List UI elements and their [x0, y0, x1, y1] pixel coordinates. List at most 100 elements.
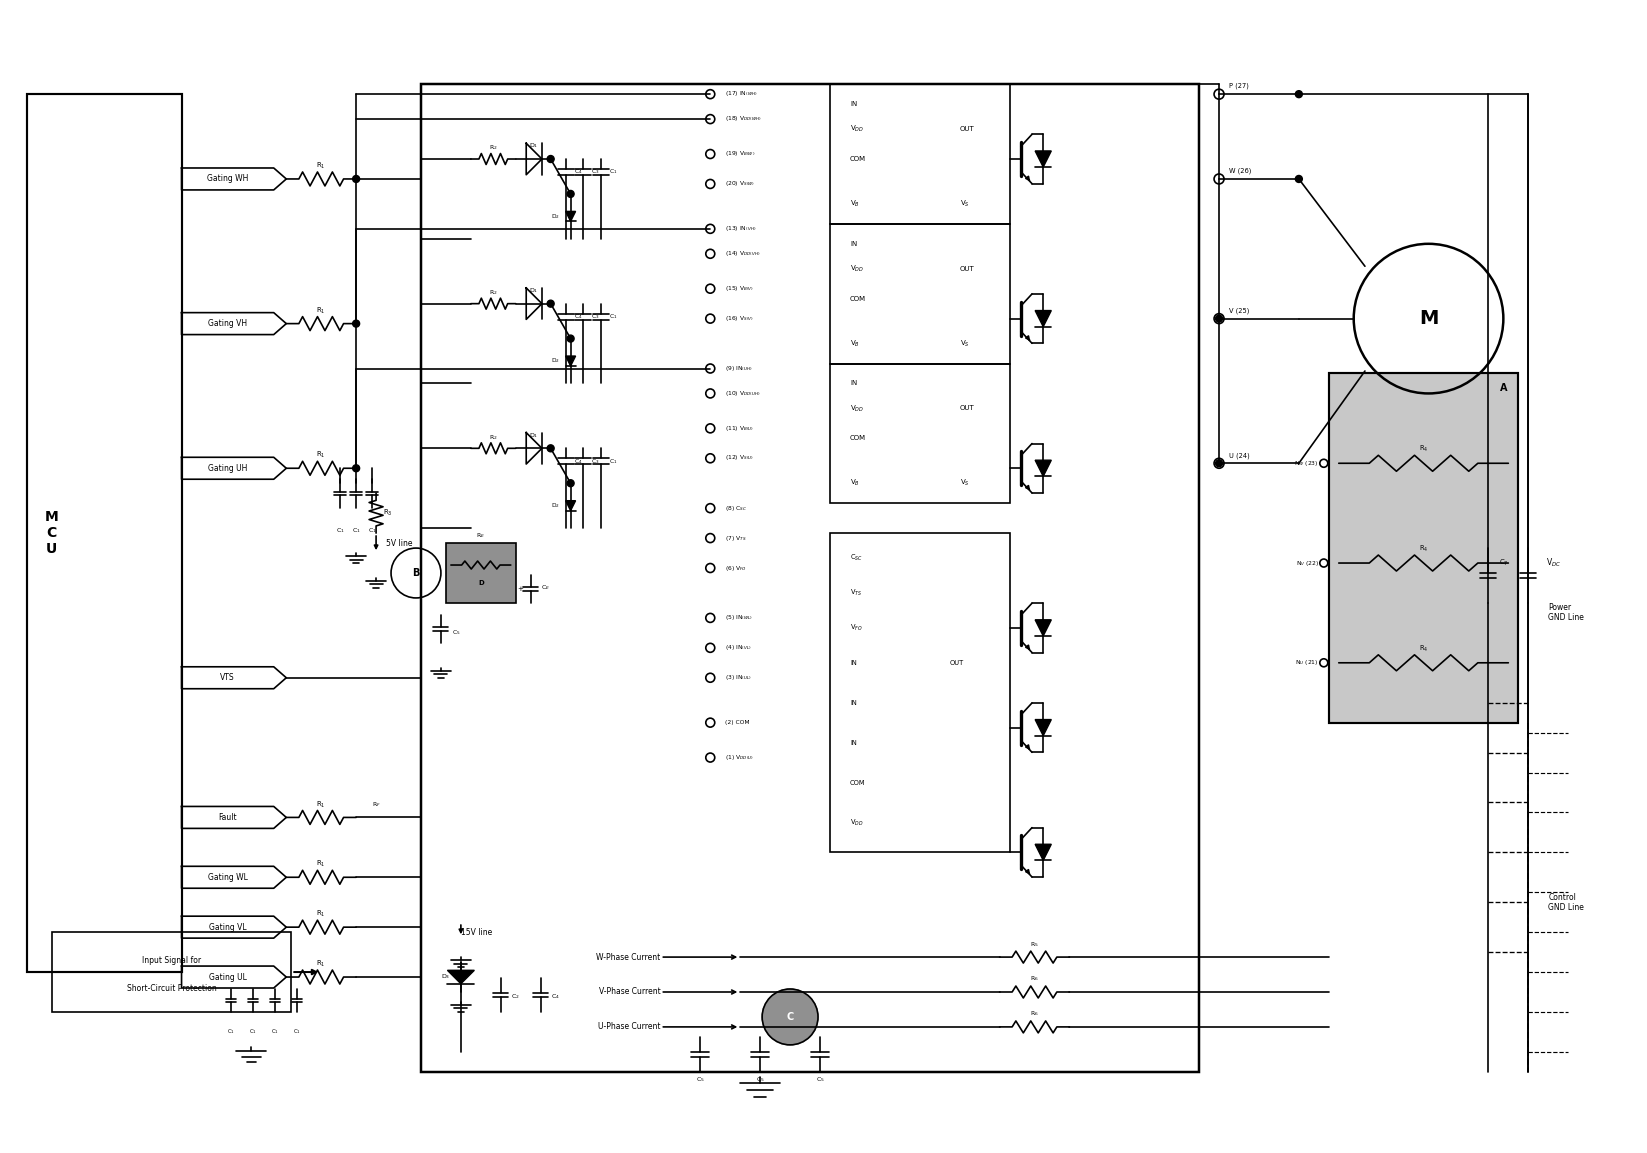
Text: (7) V$_{TS}$: (7) V$_{TS}$ [725, 534, 746, 543]
Text: (10) V$_{DD(UH)}$: (10) V$_{DD(UH)}$ [725, 390, 761, 398]
Text: R$_2$: R$_2$ [489, 432, 497, 442]
Text: (20) V$_{S(W)}$: (20) V$_{S(W)}$ [725, 180, 756, 188]
Text: D$_1$: D$_1$ [529, 142, 539, 151]
Text: V$_{FO}$: V$_{FO}$ [850, 623, 863, 633]
Text: 15V line: 15V line [461, 928, 492, 936]
Text: C$_{SC}$: C$_{SC}$ [850, 553, 863, 563]
Text: C$_4$: C$_4$ [575, 167, 583, 176]
Text: P (27): P (27) [1229, 83, 1248, 90]
Bar [51, 932, 292, 1012]
Circle shape [1295, 91, 1303, 98]
Text: Fault: Fault [219, 813, 237, 822]
Text: VTS: VTS [221, 673, 236, 683]
Text: C$_4$: C$_4$ [575, 457, 583, 466]
Circle shape [547, 445, 553, 452]
Polygon shape [1034, 151, 1051, 167]
Text: W (26): W (26) [1229, 167, 1252, 174]
Text: C$_1$: C$_1$ [336, 526, 344, 535]
Text: U-Phase Current: U-Phase Current [598, 1023, 660, 1032]
Bar [1329, 374, 1519, 723]
Bar [830, 363, 1010, 503]
Polygon shape [448, 971, 474, 984]
Text: D$_2$: D$_2$ [552, 502, 560, 510]
Text: R$_1$: R$_1$ [316, 909, 326, 919]
Text: C$_5$: C$_5$ [815, 1076, 825, 1084]
Text: C$_5$: C$_5$ [451, 628, 460, 638]
Text: C$_3$: C$_3$ [591, 457, 600, 466]
Text: V$_{TS}$: V$_{TS}$ [850, 588, 861, 598]
Text: R$_E$: R$_E$ [476, 530, 486, 540]
Text: (18) V$_{DD(WH)}$: (18) V$_{DD(WH)}$ [725, 115, 763, 123]
Text: N$_V$ (22): N$_V$ (22) [1296, 558, 1319, 567]
Text: (12) V$_{S(U)}$: (12) V$_{S(U)}$ [725, 454, 754, 462]
Text: OUT: OUT [960, 265, 975, 272]
Text: COM: COM [850, 156, 866, 163]
Text: V (25): V (25) [1229, 308, 1250, 314]
Text: B: B [412, 568, 420, 578]
Text: C$_1$: C$_1$ [227, 1027, 236, 1037]
Text: Gating VH: Gating VH [208, 319, 247, 329]
Text: R$_2$: R$_2$ [489, 288, 497, 297]
Text: OUT: OUT [960, 406, 975, 412]
Text: D$_2$: D$_2$ [552, 212, 560, 221]
Circle shape [567, 190, 575, 197]
Bar [422, 84, 1199, 1072]
Text: Short-Circuit Protection: Short-Circuit Protection [127, 984, 216, 993]
Text: C: C [787, 1012, 794, 1022]
Polygon shape [1034, 620, 1051, 636]
Text: A: A [1500, 384, 1507, 393]
Text: C$_1$: C$_1$ [352, 526, 361, 535]
Text: R$_2$: R$_2$ [489, 144, 497, 152]
Bar [26, 95, 181, 972]
Text: D$_2$: D$_2$ [552, 356, 560, 366]
Text: OUT: OUT [950, 660, 963, 665]
Text: (9) IN$_{(UH)}$: (9) IN$_{(UH)}$ [725, 364, 753, 372]
Text: C$_4$: C$_4$ [575, 312, 583, 321]
Bar [830, 224, 1010, 363]
Text: R$_4$: R$_4$ [1418, 444, 1428, 454]
Text: C$_7$: C$_7$ [1499, 558, 1509, 568]
Text: Gating UL: Gating UL [209, 972, 247, 981]
Text: C$_1$: C$_1$ [293, 1027, 301, 1037]
Text: C$_1$: C$_1$ [367, 526, 377, 535]
Text: Input Signal for: Input Signal for [142, 956, 201, 965]
Circle shape [547, 156, 553, 163]
Text: (4) IN$_{(VL)}$: (4) IN$_{(VL)}$ [725, 643, 753, 653]
Text: (8) C$_{SC}$: (8) C$_{SC}$ [725, 504, 748, 513]
Text: C$_1$: C$_1$ [609, 167, 618, 176]
Text: IN: IN [850, 700, 856, 706]
Circle shape [1215, 460, 1222, 467]
Text: V$_B$: V$_B$ [850, 198, 860, 209]
Text: 5V line: 5V line [385, 538, 412, 548]
Text: IN: IN [850, 380, 856, 386]
Text: Gating VL: Gating VL [209, 922, 247, 932]
Text: Gating WL: Gating WL [208, 873, 247, 882]
Circle shape [763, 989, 819, 1045]
Text: V-Phase Current: V-Phase Current [598, 987, 660, 996]
Bar [446, 543, 516, 603]
Bar [830, 84, 1010, 224]
Text: COM: COM [850, 436, 866, 442]
Text: (1) V$_{DD(U)}$: (1) V$_{DD(U)}$ [725, 753, 754, 762]
Text: C$_5$: C$_5$ [697, 1076, 705, 1084]
Text: R$_5$: R$_5$ [1029, 940, 1039, 949]
Text: W-Phase Current: W-Phase Current [596, 952, 660, 962]
Text: U (24): U (24) [1229, 452, 1250, 459]
Polygon shape [1034, 844, 1051, 860]
Text: (6) V$_{FO}$: (6) V$_{FO}$ [725, 564, 748, 573]
Text: COM: COM [850, 779, 865, 785]
Text: R$_F$: R$_F$ [372, 800, 380, 809]
Text: M: M [1418, 309, 1438, 329]
Text: +: + [517, 586, 524, 591]
Text: C$_4$: C$_4$ [552, 993, 560, 1002]
Text: N$_W$ (23): N$_W$ (23) [1295, 459, 1319, 468]
Bar [830, 533, 1010, 852]
Text: D$_1$: D$_1$ [529, 431, 539, 439]
Text: C$_1$: C$_1$ [609, 312, 618, 321]
Circle shape [352, 175, 359, 182]
Text: C$_E$: C$_E$ [542, 583, 550, 593]
Text: C$_5$: C$_5$ [756, 1076, 764, 1084]
Text: V$_{DC}$: V$_{DC}$ [1545, 557, 1561, 570]
Text: R$_1$: R$_1$ [316, 959, 326, 970]
Text: R$_1$: R$_1$ [316, 450, 326, 460]
